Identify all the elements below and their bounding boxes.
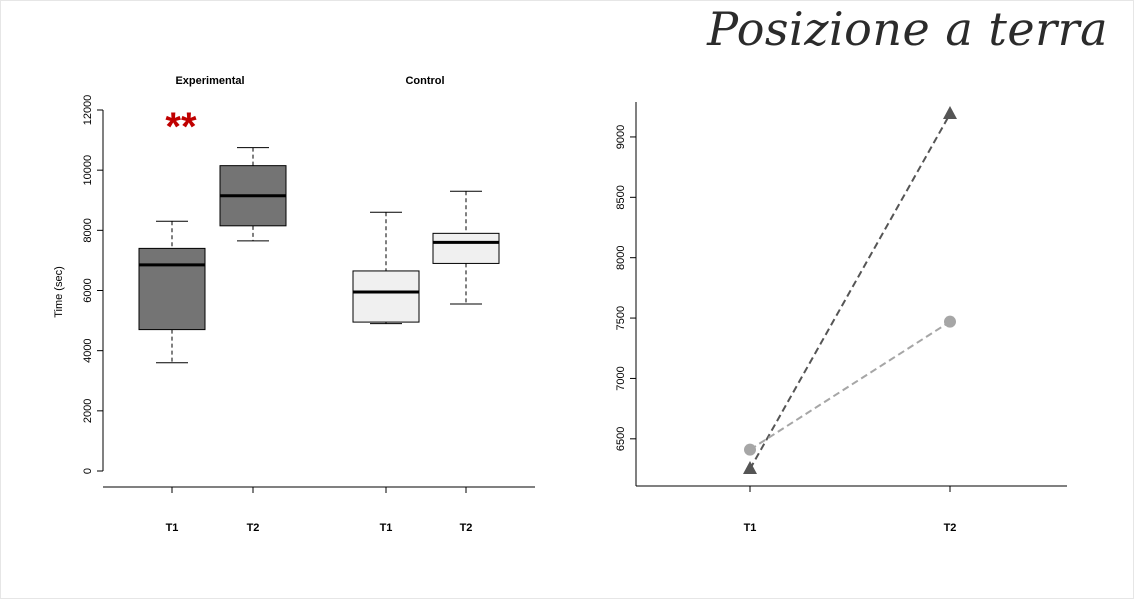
y-tick-label: 8000 xyxy=(615,245,627,269)
data-point xyxy=(944,315,956,328)
y-tick-label: 10000 xyxy=(82,155,94,186)
series-line xyxy=(749,320,951,451)
x-tick-label: T2 xyxy=(944,522,957,534)
x-tick-label: T2 xyxy=(460,522,473,534)
box xyxy=(352,270,420,323)
x-tick-label: T2 xyxy=(247,522,260,534)
y-tick-label: 12000 xyxy=(82,95,94,126)
data-point xyxy=(744,443,756,456)
y-tick-label: 7500 xyxy=(615,306,627,330)
slide-title: Posizione a terra xyxy=(707,2,1108,56)
significance-marker: ** xyxy=(165,105,197,149)
data-point xyxy=(743,461,757,474)
data-point xyxy=(943,106,957,119)
x-tick-label: T1 xyxy=(380,522,393,534)
group-label: Control xyxy=(405,75,444,87)
series-line xyxy=(749,113,951,470)
x-tick-label: T1 xyxy=(166,522,179,534)
box-plot-chart: 0 2000 4000 6000 8000 10000 12000 Time (sec) Exp… xyxy=(53,75,535,534)
y-tick-label: 8000 xyxy=(82,218,94,242)
y-axis-label: Time (sec) xyxy=(53,266,65,318)
x-tick-label: T1 xyxy=(744,522,757,534)
box xyxy=(432,232,500,264)
y-tick-label: 0 xyxy=(82,468,94,474)
line-plot-chart: 6500 7000 7500 8000 8500 9000 T1 T2 xyxy=(615,102,1067,534)
y-tick-label: 6500 xyxy=(615,427,627,451)
box xyxy=(138,247,206,331)
y-tick-label: 6000 xyxy=(82,278,94,302)
y-tick-label: 9000 xyxy=(615,125,627,149)
y-tick-label: 7000 xyxy=(615,366,627,390)
y-tick-label: 4000 xyxy=(82,338,94,362)
y-tick-label: 2000 xyxy=(82,399,94,423)
y-tick-label: 8500 xyxy=(615,185,627,209)
group-label: Experimental xyxy=(175,75,244,87)
